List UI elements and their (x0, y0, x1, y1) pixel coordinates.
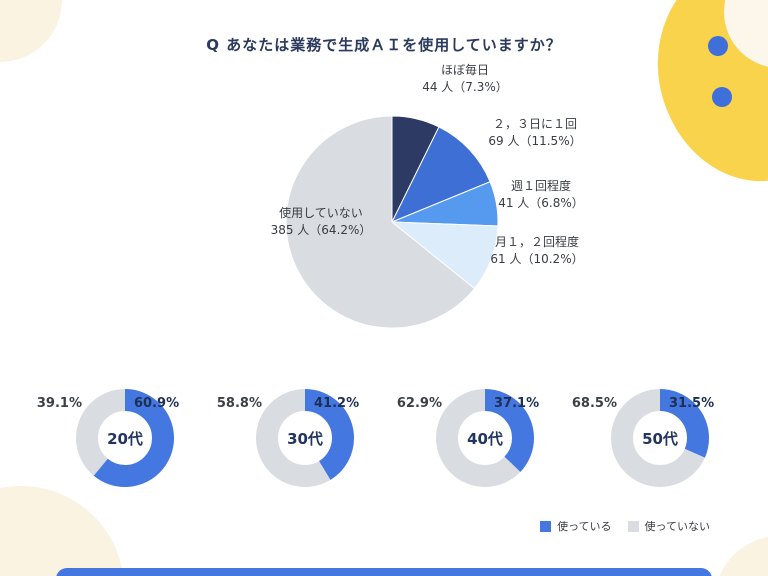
pie-label-value: 61 人（10.2%） (490, 252, 584, 266)
blue-dot-decoration (712, 87, 732, 107)
legend-item-not-using: 使っていない (627, 518, 710, 534)
donut-not-using-percent: 68.5% (571, 396, 617, 411)
donut-age-label: 20代 (107, 429, 143, 448)
pie-label-text: 週１回程度 (510, 179, 571, 193)
donut-block-50s: 68.5% 31.5% 50代 (565, 372, 755, 517)
page-title: Q あなたは業務で生成ＡＩを使用していますか？ (206, 36, 562, 54)
pie-label-text: ２，３日に１回 (492, 117, 577, 131)
blue-bottom-bar-decoration (56, 568, 712, 576)
pie-label-value: 385 人（64.2%） (270, 223, 372, 237)
pie-label-value: 44 人（7.3%） (422, 80, 508, 94)
donut-not-using-percent: 39.1% (36, 396, 82, 411)
legend-label: 使っていない (644, 520, 710, 533)
blue-dot-decoration (708, 36, 728, 56)
donut-chart-50s (611, 389, 709, 487)
pie-label-value: 41 人（6.8%） (498, 196, 584, 210)
donut-using-percent: 41.2% (314, 396, 360, 411)
legend-swatch-using (540, 520, 552, 532)
legend: 使っている 使っていない (540, 518, 710, 534)
donut-not-using-percent: 62.9% (396, 396, 442, 411)
donut-block-40s: 62.9% 37.1% 40代 (390, 372, 580, 517)
pie-label-text: 使用していない (279, 206, 363, 220)
pie-label-text: 月１，２回程度 (494, 235, 579, 249)
donut-age-label: 50代 (642, 429, 678, 448)
donut-age-label: 30代 (287, 429, 323, 448)
pie-chart (285, 115, 499, 329)
legend-label: 使っている (557, 520, 612, 533)
pie-label-weekly: 週１回程度 41 人（6.8%） (478, 178, 604, 212)
legend-item-using: 使っている (540, 518, 612, 534)
donut-block-30s: 58.8% 41.2% 30代 (210, 372, 400, 517)
donut-block-20s: 39.1% 60.9% 20代 (30, 372, 220, 517)
donut-chart-20s (76, 389, 174, 487)
legend-swatch-not-using (627, 520, 639, 532)
pie-label-text: ほぼ毎日 (440, 63, 489, 77)
donut-using-percent: 31.5% (669, 396, 715, 411)
donut-not-using-percent: 58.8% (216, 396, 262, 411)
donut-row: 39.1% 60.9% 20代 58.8% 41.2% 30代 62.9% 37… (0, 372, 768, 522)
donut-chart-40s (436, 389, 534, 487)
donut-using-percent: 37.1% (494, 396, 540, 411)
pie-label-not-using: 使用していない 385 人（64.2%） (246, 205, 396, 239)
pie-label-every-2-3-days: ２，３日に１回 69 人（11.5%） (463, 116, 607, 150)
pie-label-almost-daily: ほぼ毎日 44 人（7.3%） (400, 62, 530, 96)
pie-label-monthly: 月１，２回程度 61 人（10.2%） (463, 234, 611, 268)
pie-label-value: 69 人（11.5%） (488, 134, 582, 148)
donut-age-label: 40代 (467, 429, 503, 448)
donut-chart-30s (256, 389, 354, 487)
donut-using-percent: 60.9% (134, 396, 180, 411)
